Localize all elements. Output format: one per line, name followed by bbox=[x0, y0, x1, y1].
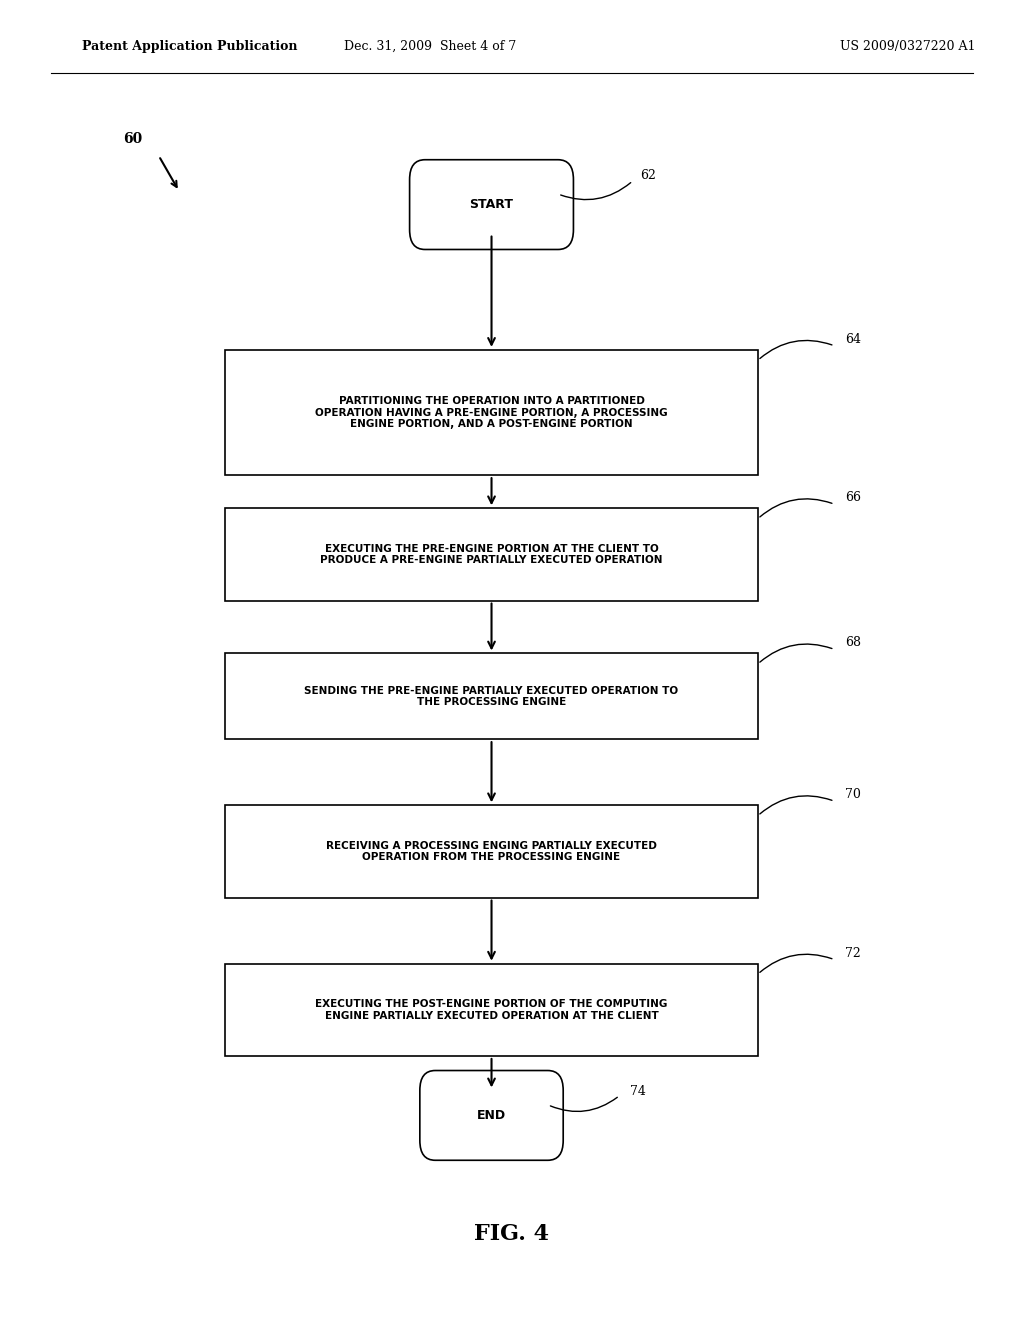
Text: END: END bbox=[477, 1109, 506, 1122]
Text: Patent Application Publication: Patent Application Publication bbox=[82, 40, 297, 53]
FancyBboxPatch shape bbox=[225, 805, 758, 898]
Text: SENDING THE PRE-ENGINE PARTIALLY EXECUTED OPERATION TO
THE PROCESSING ENGINE: SENDING THE PRE-ENGINE PARTIALLY EXECUTE… bbox=[304, 685, 679, 708]
Text: 60: 60 bbox=[123, 132, 142, 145]
Text: FIG. 4: FIG. 4 bbox=[474, 1224, 550, 1245]
FancyBboxPatch shape bbox=[225, 508, 758, 601]
FancyBboxPatch shape bbox=[225, 964, 758, 1056]
FancyBboxPatch shape bbox=[420, 1071, 563, 1160]
FancyBboxPatch shape bbox=[225, 653, 758, 739]
Text: 66: 66 bbox=[845, 491, 861, 504]
Text: PARTITIONING THE OPERATION INTO A PARTITIONED
OPERATION HAVING A PRE-ENGINE PORT: PARTITIONING THE OPERATION INTO A PARTIT… bbox=[315, 396, 668, 429]
Text: 62: 62 bbox=[640, 169, 656, 182]
Text: RECEIVING A PROCESSING ENGING PARTIALLY EXECUTED
OPERATION FROM THE PROCESSING E: RECEIVING A PROCESSING ENGING PARTIALLY … bbox=[326, 841, 657, 862]
Text: EXECUTING THE PRE-ENGINE PORTION AT THE CLIENT TO
PRODUCE A PRE-ENGINE PARTIALLY: EXECUTING THE PRE-ENGINE PORTION AT THE … bbox=[321, 544, 663, 565]
Text: EXECUTING THE POST-ENGINE PORTION OF THE COMPUTING
ENGINE PARTIALLY EXECUTED OPE: EXECUTING THE POST-ENGINE PORTION OF THE… bbox=[315, 999, 668, 1020]
Text: 74: 74 bbox=[630, 1085, 646, 1098]
FancyBboxPatch shape bbox=[225, 350, 758, 475]
Text: 70: 70 bbox=[845, 788, 861, 801]
Text: 68: 68 bbox=[845, 636, 861, 649]
Text: US 2009/0327220 A1: US 2009/0327220 A1 bbox=[840, 40, 975, 53]
FancyBboxPatch shape bbox=[410, 160, 573, 249]
Text: START: START bbox=[470, 198, 513, 211]
Text: Dec. 31, 2009  Sheet 4 of 7: Dec. 31, 2009 Sheet 4 of 7 bbox=[344, 40, 516, 53]
Text: 72: 72 bbox=[845, 946, 860, 960]
Text: 64: 64 bbox=[845, 333, 861, 346]
